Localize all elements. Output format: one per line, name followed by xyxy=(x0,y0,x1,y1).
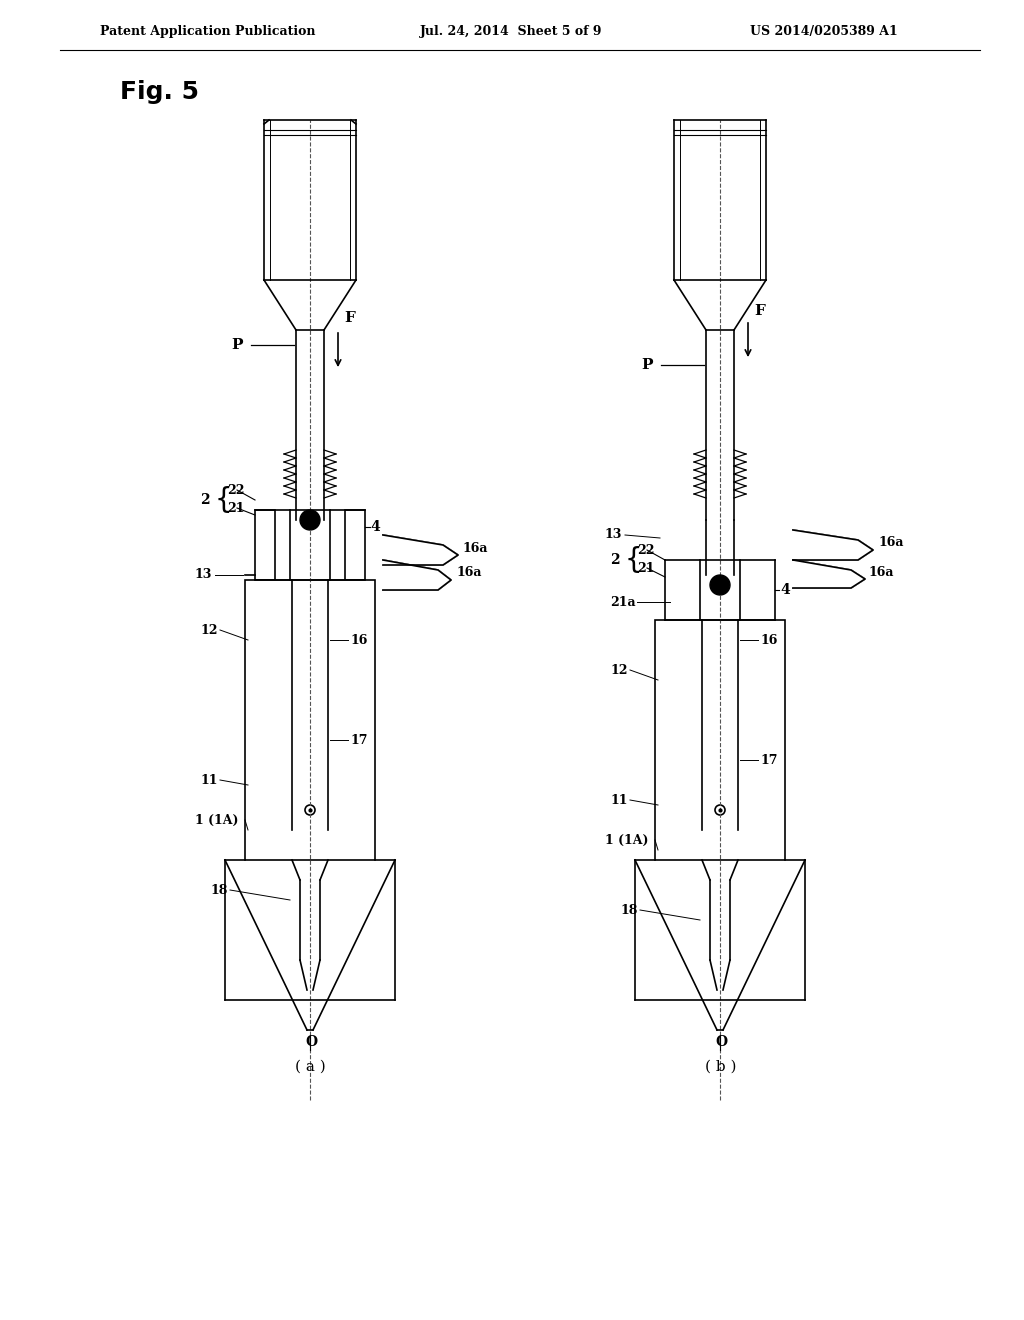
Bar xyxy=(255,510,275,579)
Text: 17: 17 xyxy=(760,754,777,767)
Text: 16a: 16a xyxy=(463,541,488,554)
Text: 21: 21 xyxy=(637,561,654,574)
Text: 18: 18 xyxy=(210,883,227,896)
Text: ( a ): ( a ) xyxy=(295,1060,326,1074)
Text: 2: 2 xyxy=(200,492,210,507)
Text: 4: 4 xyxy=(370,520,380,535)
Text: 2: 2 xyxy=(610,553,620,568)
Text: O: O xyxy=(715,1035,727,1049)
Text: F: F xyxy=(754,304,765,318)
Text: Jul. 24, 2014  Sheet 5 of 9: Jul. 24, 2014 Sheet 5 of 9 xyxy=(420,25,602,38)
Bar xyxy=(245,579,375,861)
Text: 16a: 16a xyxy=(869,566,895,579)
Text: {: { xyxy=(215,486,232,513)
Circle shape xyxy=(710,576,730,595)
Text: 1 (1A): 1 (1A) xyxy=(605,833,648,846)
Text: {: { xyxy=(625,546,643,574)
Text: P: P xyxy=(641,358,652,372)
Text: 12: 12 xyxy=(200,623,217,636)
Text: 1 (1A): 1 (1A) xyxy=(195,813,239,826)
Text: O: O xyxy=(305,1035,317,1049)
Text: ( b ): ( b ) xyxy=(705,1060,736,1074)
Text: 16: 16 xyxy=(350,634,368,647)
Bar xyxy=(655,620,785,861)
Text: 21: 21 xyxy=(227,502,245,515)
Text: 16a: 16a xyxy=(456,566,481,579)
Text: P: P xyxy=(231,338,243,352)
Text: 4: 4 xyxy=(780,583,790,597)
Text: US 2014/0205389 A1: US 2014/0205389 A1 xyxy=(750,25,898,38)
Text: 11: 11 xyxy=(610,793,628,807)
Polygon shape xyxy=(383,560,451,590)
Polygon shape xyxy=(793,531,873,560)
Text: 18: 18 xyxy=(620,903,637,916)
Text: 11: 11 xyxy=(200,774,217,787)
Text: 16: 16 xyxy=(760,634,777,647)
Text: 21a: 21a xyxy=(610,595,636,609)
Text: 13: 13 xyxy=(605,528,623,541)
Text: 22: 22 xyxy=(227,483,245,496)
Text: 12: 12 xyxy=(610,664,628,676)
Text: F: F xyxy=(344,312,355,325)
Text: Fig. 5: Fig. 5 xyxy=(120,81,199,104)
Polygon shape xyxy=(793,560,865,587)
Text: 13: 13 xyxy=(195,569,212,582)
Polygon shape xyxy=(383,535,458,565)
Text: 22: 22 xyxy=(637,544,654,557)
Circle shape xyxy=(300,510,319,531)
Text: 17: 17 xyxy=(350,734,368,747)
Text: 16a: 16a xyxy=(878,536,903,549)
Text: Patent Application Publication: Patent Application Publication xyxy=(100,25,315,38)
Bar xyxy=(345,510,365,579)
